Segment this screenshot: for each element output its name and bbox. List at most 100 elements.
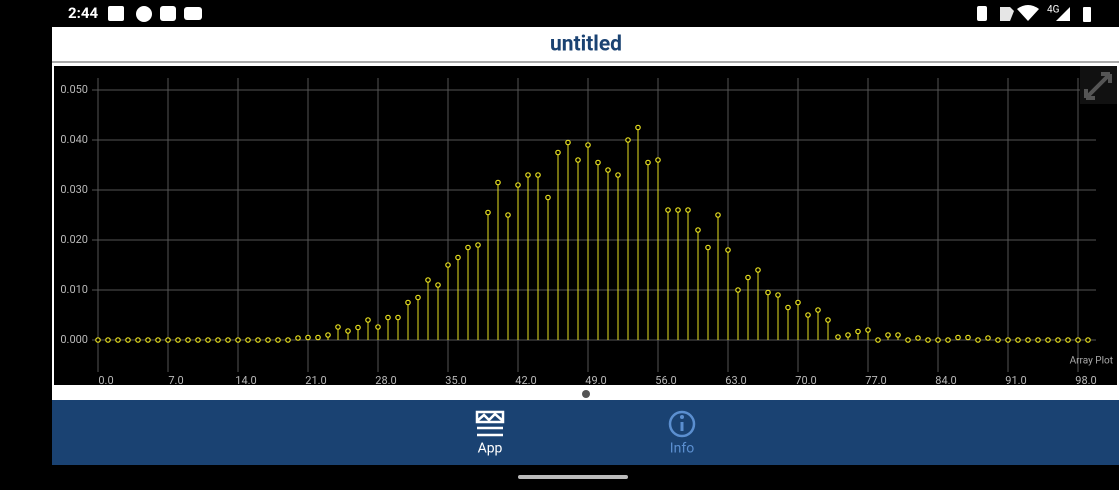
stem-marker <box>1035 337 1041 343</box>
stem-marker <box>375 324 381 330</box>
info-icon-stem <box>680 422 684 431</box>
info-tab[interactable]: Info <box>668 410 696 457</box>
stem-marker <box>865 327 871 333</box>
stem-marker <box>105 337 111 343</box>
x-tick-label: 70.0 <box>795 374 816 387</box>
stem-marker <box>665 207 671 213</box>
x-tick-label: 7.0 <box>168 374 183 387</box>
stem-marker <box>235 337 241 343</box>
stem-marker <box>465 244 471 251</box>
stem-marker <box>645 159 651 166</box>
stem-marker <box>275 337 281 343</box>
stem-marker <box>155 337 161 343</box>
stem-marker <box>515 182 521 188</box>
stem-marker <box>995 337 1001 343</box>
stem-marker <box>215 337 221 343</box>
x-tick-label: 28.0 <box>375 374 396 387</box>
plot: 0.000 0.010 0.020 0.030 0.040 0.050 0.0 7.0 14.0… <box>60 78 1113 387</box>
stem-marker <box>845 332 851 338</box>
stem-marker <box>885 332 891 338</box>
stem-marker <box>755 267 761 273</box>
stem-marker <box>335 324 341 330</box>
stem-marker <box>125 337 131 343</box>
stem-marker <box>785 304 791 311</box>
stem-marker <box>745 274 751 281</box>
stem-marker <box>355 324 361 331</box>
stem-marker <box>255 337 261 343</box>
stem-marker <box>315 334 321 341</box>
expand-button[interactable] <box>1080 66 1117 104</box>
stem-marker <box>915 335 921 341</box>
stem-marker <box>635 124 641 131</box>
app-icon <box>475 410 505 437</box>
stem-marker <box>555 149 561 156</box>
y-tick-label: 0.040 <box>60 133 88 146</box>
x-tick-label: 35.0 <box>445 374 466 387</box>
stem-marker <box>585 142 591 148</box>
stem-marker <box>1025 337 1031 343</box>
stem-marker <box>655 157 661 163</box>
app-tab[interactable]: App <box>475 410 505 457</box>
stem-marker <box>365 317 371 323</box>
stem-marker <box>495 179 501 186</box>
plot-background <box>54 66 1117 385</box>
stem-marker <box>475 242 481 248</box>
stem-marker <box>1065 337 1071 343</box>
nav-label: Info <box>670 441 694 457</box>
stem-marker <box>95 337 101 343</box>
stem-marker <box>175 337 181 343</box>
gesture-bar <box>518 475 628 479</box>
stem-marker <box>405 299 411 306</box>
stem-marker <box>605 167 611 173</box>
x-tick-label: 49.0 <box>585 374 606 387</box>
stem-marker <box>705 244 711 251</box>
stem-marker <box>225 337 231 343</box>
stem-marker <box>625 137 631 143</box>
stem-marker <box>115 337 121 343</box>
app-title: untitled <box>550 33 622 57</box>
stem-marker <box>575 157 581 163</box>
stem-marker <box>165 337 171 343</box>
y-tick-label: 0.010 <box>60 283 88 296</box>
status-time: 2:44 <box>68 4 98 22</box>
info-icon <box>668 410 696 438</box>
stem-marker <box>1045 337 1051 343</box>
stem-marker <box>445 262 451 268</box>
stem-marker <box>485 209 491 216</box>
stem-marker <box>345 328 351 334</box>
stem-marker <box>1075 337 1081 343</box>
stem-marker <box>615 172 621 178</box>
stem-marker <box>525 172 531 178</box>
stem-marker <box>735 287 741 293</box>
x-tick-label: 98.0 <box>1075 374 1096 387</box>
x-tick-label: 42.0 <box>515 374 536 387</box>
stem-marker <box>425 277 431 283</box>
stem-marker <box>1055 337 1061 343</box>
stem-marker <box>265 337 271 343</box>
stem-marker <box>325 332 331 338</box>
page-indicator <box>582 390 590 398</box>
stem-marker <box>145 337 151 343</box>
system-icons <box>977 5 1091 22</box>
stem-marker <box>855 328 861 335</box>
network-type: 4G <box>1047 5 1060 16</box>
stem-marker <box>195 337 201 343</box>
stem-marker <box>955 334 961 341</box>
x-tick-label: 63.0 <box>725 374 746 387</box>
stem-marker <box>1085 337 1091 343</box>
stem-marker <box>895 332 901 338</box>
x-tick-label: 77.0 <box>865 374 886 387</box>
stem-marker <box>245 337 251 343</box>
y-tick-label: 0.030 <box>60 183 88 196</box>
stem-marker <box>305 334 311 341</box>
stem-marker <box>975 337 981 343</box>
stem-marker <box>415 294 421 301</box>
stem-marker <box>775 292 781 298</box>
stem-marker <box>385 314 391 321</box>
stem-marker <box>395 314 401 321</box>
x-tick-label: 84.0 <box>935 374 956 387</box>
stem-marker <box>905 337 911 343</box>
x-tick-label: 0.0 <box>98 374 113 387</box>
annotation: Array Plot <box>1070 356 1113 367</box>
